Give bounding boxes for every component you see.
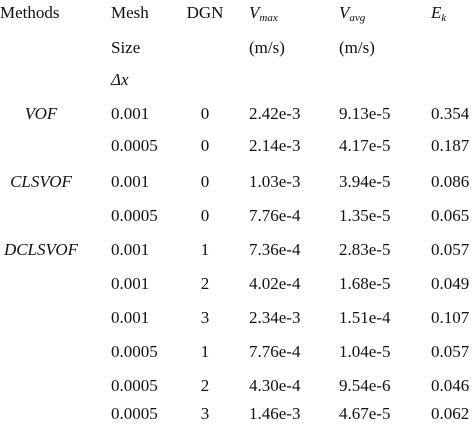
header-vmax: Vmax <box>249 3 278 28</box>
mesh-size-cell: 0.0005 <box>111 404 158 423</box>
dgn-cell: 2 <box>200 274 210 293</box>
dgn-cell: 0 <box>200 104 210 123</box>
header-vavg-unit: (m/s) <box>339 38 375 57</box>
ek-cell: 0.046 <box>431 376 470 395</box>
dgn-cell: 1 <box>200 240 210 259</box>
vmax-cell: 1.46e-3 <box>249 404 301 423</box>
vavg-cell: 4.67e-5 <box>339 404 391 423</box>
dgn-cell: 0 <box>200 206 210 225</box>
vmax-cell: 2.14e-3 <box>249 136 301 155</box>
ek-cell: 0.086 <box>431 172 470 191</box>
vmax-cell: 1.03e-3 <box>249 172 301 191</box>
header-vmax-unit: (m/s) <box>249 38 285 57</box>
vavg-cell: 1.68e-5 <box>339 274 391 293</box>
mesh-size-cell: 0.001 <box>111 240 150 259</box>
vmax-cell: 7.76e-4 <box>249 206 301 225</box>
vavg-cell: 1.04e-5 <box>339 342 391 361</box>
vavg-cell: 9.54e-6 <box>339 376 391 395</box>
header-vavg-symbol: V <box>339 3 350 22</box>
header-vmax-symbol: V <box>249 3 260 22</box>
dgn-cell: 3 <box>200 308 210 327</box>
header-size: Size <box>111 38 141 57</box>
header-ek: Ek <box>431 3 446 28</box>
header-vmax-subscript: max <box>259 12 278 24</box>
method-label: CLSVOF <box>10 172 72 191</box>
header-ek-subscript: k <box>441 12 447 24</box>
vmax-cell: 4.30e-4 <box>249 376 301 395</box>
ek-cell: 0.049 <box>431 274 470 293</box>
dgn-cell: 2 <box>200 376 210 395</box>
vavg-cell: 1.51e-4 <box>339 308 391 327</box>
ek-cell: 0.057 <box>431 240 470 259</box>
vavg-cell: 4.17e-5 <box>339 136 391 155</box>
vavg-cell: 2.83e-5 <box>339 240 391 259</box>
mesh-size-cell: 0.0005 <box>111 376 158 395</box>
mesh-size-cell: 0.0005 <box>111 206 158 225</box>
vavg-cell: 9.13e-5 <box>339 104 391 123</box>
vmax-cell: 2.34e-3 <box>249 308 301 327</box>
ek-cell: 0.057 <box>431 342 470 361</box>
vmax-cell: 2.42e-3 <box>249 104 301 123</box>
dgn-cell: 3 <box>200 404 210 423</box>
ek-cell: 0.187 <box>431 136 470 155</box>
header-dgn: DGN <box>186 3 224 22</box>
ek-cell: 0.065 <box>431 206 470 225</box>
ek-cell: 0.107 <box>431 308 470 327</box>
header-ek-symbol: E <box>431 3 442 22</box>
mesh-size-cell: 0.001 <box>111 274 150 293</box>
header-vavg-subscript: avg <box>349 12 366 24</box>
header-dx: Δx <box>111 70 129 89</box>
mesh-size-cell: 0.001 <box>111 308 150 327</box>
method-label: VOF <box>24 104 58 123</box>
dgn-cell: 0 <box>200 172 210 191</box>
vmax-cell: 7.36e-4 <box>249 240 301 259</box>
dgn-cell: 1 <box>200 342 210 361</box>
header-methods: Methods <box>0 3 60 22</box>
ek-cell: 0.354 <box>431 104 470 123</box>
header-vavg: Vavg <box>339 3 365 28</box>
vmax-cell: 4.02e-4 <box>249 274 301 293</box>
mesh-size-cell: 0.001 <box>111 172 150 191</box>
dgn-cell: 0 <box>200 136 210 155</box>
mesh-size-cell: 0.0005 <box>111 136 158 155</box>
mesh-size-cell: 0.001 <box>111 104 150 123</box>
mesh-size-cell: 0.0005 <box>111 342 158 361</box>
ek-cell: 0.062 <box>431 404 470 423</box>
method-label: DCLSVOF <box>3 240 79 259</box>
vmax-cell: 7.76e-4 <box>249 342 301 361</box>
vavg-cell: 1.35e-5 <box>339 206 391 225</box>
vavg-cell: 3.94e-5 <box>339 172 391 191</box>
header-mesh: Mesh <box>111 3 149 22</box>
